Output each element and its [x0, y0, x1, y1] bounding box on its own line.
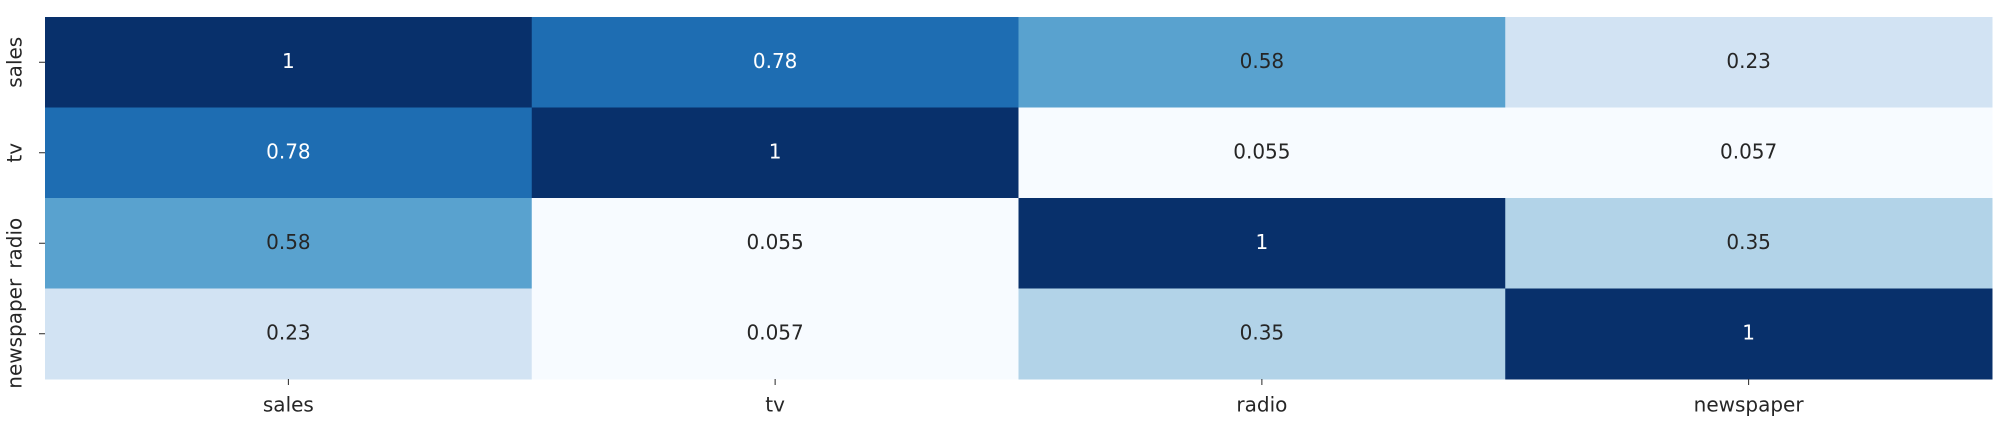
heatmap-cell [531, 198, 1019, 289]
heatmap-cell [45, 17, 533, 108]
cell-label: 0.58 [266, 230, 311, 254]
cell-label: 1 [769, 139, 782, 163]
heatmap-cell [45, 288, 533, 380]
heatmap-cell [45, 198, 533, 289]
cell-label: 0.055 [1233, 139, 1290, 163]
x-tick-label: sales [263, 393, 314, 417]
cell-label: 0.35 [1726, 230, 1771, 254]
cell-label: 1 [282, 49, 295, 73]
heatmap-cell [531, 288, 1019, 380]
heatmap-cell [1505, 288, 1993, 380]
cell-label: 0.057 [746, 320, 803, 344]
y-tick-label: sales [3, 37, 27, 88]
heatmap-cell [531, 107, 1019, 199]
cell-label: 0.58 [1240, 49, 1285, 73]
cell-label: 0.23 [266, 320, 311, 344]
y-tick-label: tv [3, 143, 27, 163]
y-tick-label: newspaper [3, 278, 27, 389]
cell-label: 0.055 [746, 230, 803, 254]
heatmap-cell [531, 17, 1019, 108]
cell-label: 1 [1256, 230, 1269, 254]
cell-label: 1 [1742, 320, 1755, 344]
heatmap-cell [1018, 107, 1506, 199]
heatmap-cell [1018, 17, 1506, 108]
heatmap-cell [1018, 288, 1506, 380]
heatmap-cell [1018, 198, 1506, 289]
cell-label: 0.78 [266, 139, 311, 163]
y-tick-label: radio [3, 218, 27, 269]
heatmap-cell [1505, 17, 1993, 108]
cell-label: 0.78 [753, 49, 798, 73]
cell-label: 0.35 [1240, 320, 1285, 344]
x-tick-label: newspaper [1694, 393, 1805, 417]
heatmap-cell [45, 107, 533, 199]
heatmap-cell [1505, 107, 1993, 199]
heatmap-cell [1505, 198, 1993, 289]
x-tick-label: tv [765, 393, 785, 417]
x-tick-label: radio [1236, 393, 1287, 417]
cell-label: 0.057 [1720, 139, 1777, 163]
cell-label: 0.23 [1726, 49, 1771, 73]
